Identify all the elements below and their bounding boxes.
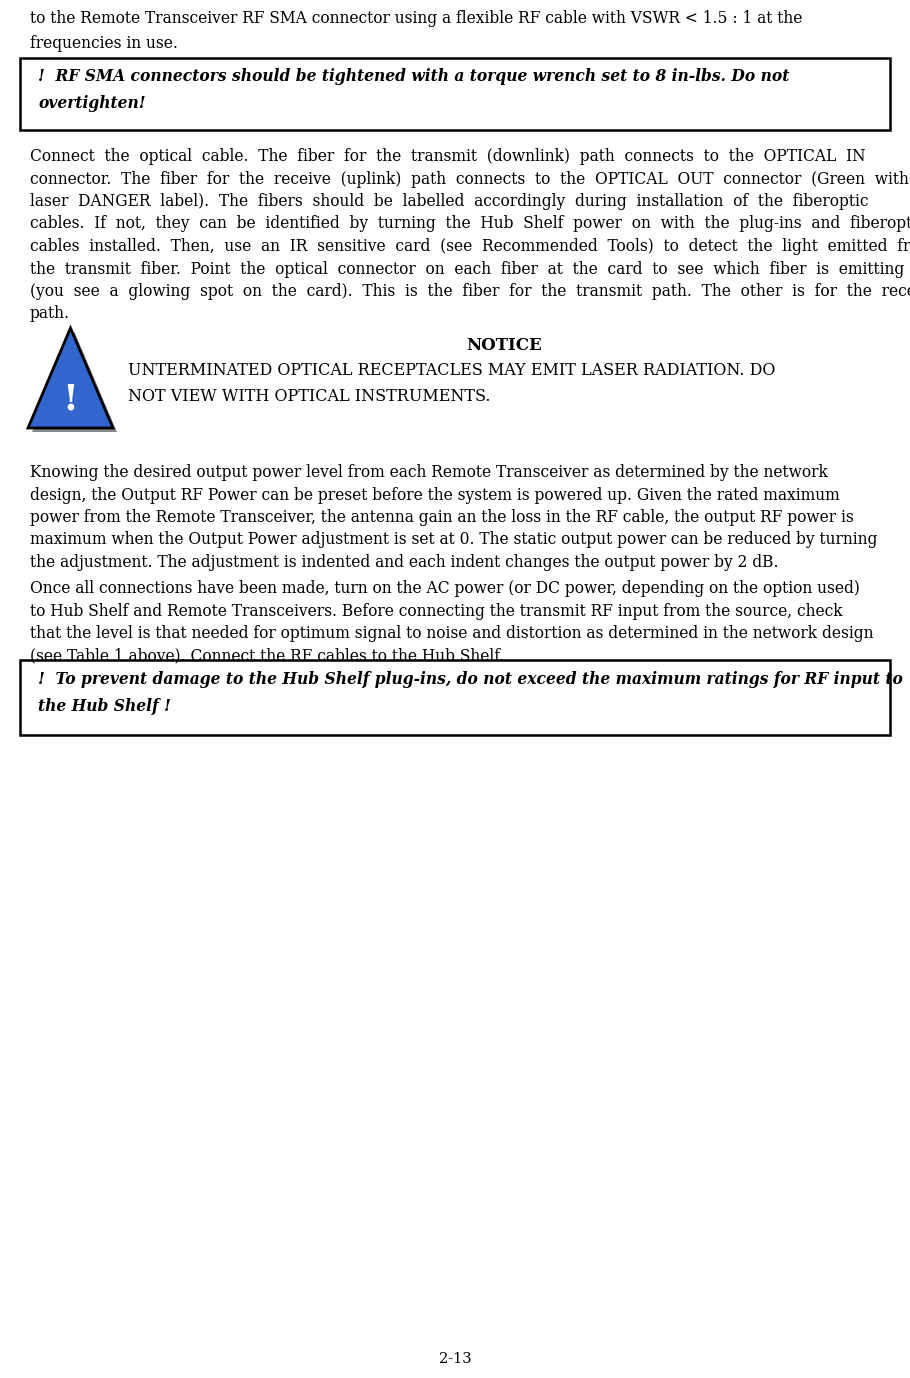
Text: design, the Output RF Power can be preset before the system is powered up. Given: design, the Output RF Power can be prese… <box>30 486 840 503</box>
Text: that the level is that needed for optimum signal to noise and distortion as dete: that the level is that needed for optimu… <box>30 626 874 642</box>
Text: (see Table 1 above). Connect the RF cables to the Hub Shelf.: (see Table 1 above). Connect the RF cabl… <box>30 648 504 664</box>
Text: power from the Remote Transceiver, the antenna gain an the loss in the RF cable,: power from the Remote Transceiver, the a… <box>30 508 854 526</box>
Polygon shape <box>32 332 117 431</box>
Text: !  To prevent damage to the Hub Shelf plug-ins, do not exceed the maximum rating: ! To prevent damage to the Hub Shelf plu… <box>38 671 903 688</box>
Text: !  RF SMA connectors should be tightened with a torque wrench set to 8 in-lbs. D: ! RF SMA connectors should be tightened … <box>38 68 789 85</box>
Text: laser  DANGER  label).  The  fibers  should  be  labelled  accordingly  during  : laser DANGER label). The fibers should b… <box>30 193 868 209</box>
Text: to Hub Shelf and Remote Transceivers. Before connecting the transmit RF input fr: to Hub Shelf and Remote Transceivers. Be… <box>30 602 843 620</box>
Text: cables  installed.  Then,  use  an  IR  sensitive  card  (see  Recommended  Tool: cables installed. Then, use an IR sensit… <box>30 238 910 255</box>
Text: NOT VIEW WITH OPTICAL INSTRUMENTS.: NOT VIEW WITH OPTICAL INSTRUMENTS. <box>128 389 490 405</box>
Text: the Hub Shelf !: the Hub Shelf ! <box>38 699 171 715</box>
Bar <box>20 58 890 130</box>
Text: cables.  If  not,  they  can  be  identified  by  turning  the  Hub  Shelf  powe: cables. If not, they can be identified b… <box>30 215 910 233</box>
Text: connector.  The  fiber  for  the  receive  (uplink)  path  connects  to  the  OP: connector. The fiber for the receive (up… <box>30 171 909 187</box>
Text: Connect  the  optical  cable.  The  fiber  for  the  transmit  (downlink)  path : Connect the optical cable. The fiber for… <box>30 147 865 165</box>
Text: NOTICE: NOTICE <box>466 338 541 354</box>
Text: maximum when the Output Power adjustment is set at 0. The static output power ca: maximum when the Output Power adjustment… <box>30 532 877 548</box>
Text: overtighten!: overtighten! <box>38 95 146 112</box>
Text: to the Remote Transceiver RF SMA connector using a flexible RF cable with VSWR <: to the Remote Transceiver RF SMA connect… <box>30 10 803 28</box>
Text: frequencies in use.: frequencies in use. <box>30 34 177 52</box>
Text: 2-13: 2-13 <box>439 1352 471 1366</box>
Bar <box>20 660 890 734</box>
Text: Knowing the desired output power level from each Remote Transceiver as determine: Knowing the desired output power level f… <box>30 464 828 481</box>
Polygon shape <box>28 328 113 429</box>
Text: Once all connections have been made, turn on the AC power (or DC power, dependin: Once all connections have been made, tur… <box>30 580 860 597</box>
Text: UNTERMINATED OPTICAL RECEPTACLES MAY EMIT LASER RADIATION. DO: UNTERMINATED OPTICAL RECEPTACLES MAY EMI… <box>128 362 775 379</box>
Text: the  transmit  fiber.  Point  the  optical  connector  on  each  fiber  at  the : the transmit fiber. Point the optical co… <box>30 260 910 277</box>
Text: path.: path. <box>30 306 70 322</box>
Text: (you  see  a  glowing  spot  on  the  card).  This  is  the  fiber  for  the  tr: (you see a glowing spot on the card). Th… <box>30 282 910 300</box>
Text: !: ! <box>63 383 78 416</box>
Text: the adjustment. The adjustment is indented and each indent changes the output po: the adjustment. The adjustment is indent… <box>30 554 778 570</box>
